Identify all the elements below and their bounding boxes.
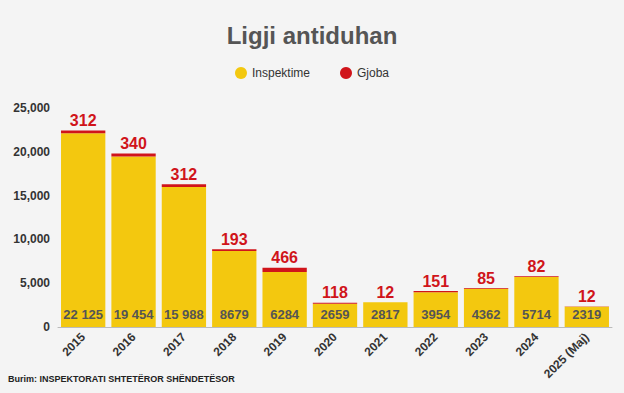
svg-text:2018: 2018 — [210, 330, 239, 359]
svg-text:2016: 2016 — [110, 330, 139, 359]
svg-text:Inspektime: Inspektime — [252, 66, 310, 80]
svg-text:20,000: 20,000 — [13, 145, 50, 159]
svg-text:2019: 2019 — [261, 330, 290, 359]
svg-text:19 454: 19 454 — [114, 307, 155, 322]
svg-text:5714: 5714 — [522, 307, 552, 322]
svg-text:12: 12 — [578, 288, 596, 305]
svg-text:2817: 2817 — [371, 307, 400, 322]
svg-text:2022: 2022 — [412, 330, 441, 359]
svg-text:118: 118 — [322, 284, 348, 301]
svg-text:2025 (Maj): 2025 (Maj) — [541, 330, 592, 381]
svg-text:2021: 2021 — [362, 330, 391, 359]
svg-text:22 125: 22 125 — [63, 307, 103, 322]
svg-text:2319: 2319 — [572, 307, 601, 322]
svg-text:Burim: INSPEKTORATI SHTETËROR: Burim: INSPEKTORATI SHTETËROR SHËNDETËSO… — [8, 374, 235, 384]
svg-text:6284: 6284 — [270, 307, 300, 322]
svg-text:15 988: 15 988 — [164, 307, 204, 322]
svg-text:2023: 2023 — [462, 330, 491, 359]
svg-text:10,000: 10,000 — [13, 232, 50, 246]
svg-text:2020: 2020 — [311, 330, 340, 359]
svg-text:2659: 2659 — [321, 307, 350, 322]
svg-text:8679: 8679 — [220, 307, 249, 322]
svg-text:Gjoba: Gjoba — [357, 66, 389, 80]
svg-text:2024: 2024 — [513, 330, 542, 359]
svg-text:2017: 2017 — [160, 330, 189, 359]
svg-text:85: 85 — [477, 270, 495, 287]
svg-text:193: 193 — [221, 231, 248, 248]
svg-text:340: 340 — [120, 135, 147, 152]
svg-text:312: 312 — [70, 112, 97, 129]
svg-text:82: 82 — [528, 258, 546, 275]
svg-text:25,000: 25,000 — [13, 101, 50, 115]
svg-text:2015: 2015 — [59, 330, 88, 359]
svg-text:466: 466 — [271, 249, 298, 266]
svg-text:15,000: 15,000 — [13, 189, 50, 203]
svg-text:312: 312 — [171, 166, 198, 183]
svg-text:3954: 3954 — [421, 307, 451, 322]
svg-text:5,000: 5,000 — [20, 276, 50, 290]
svg-text:12: 12 — [376, 284, 394, 301]
svg-text:151: 151 — [422, 273, 449, 290]
svg-text:4362: 4362 — [472, 307, 501, 322]
svg-text:Ligji antiduhan: Ligji antiduhan — [227, 22, 398, 49]
svg-text:0: 0 — [43, 320, 50, 334]
